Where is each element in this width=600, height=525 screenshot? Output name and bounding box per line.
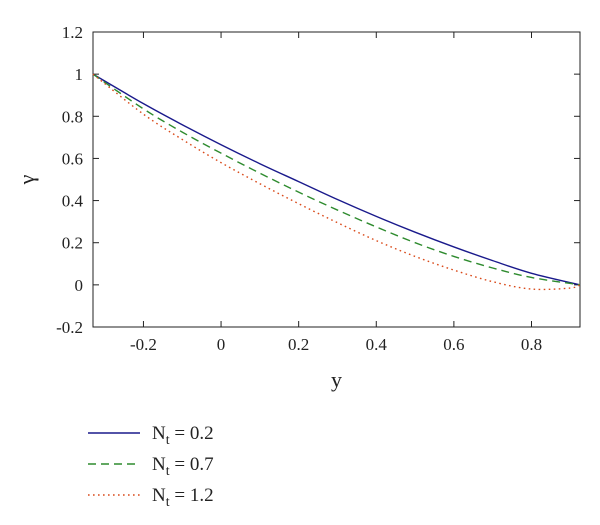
y-tick-label: 1.2 [62, 23, 83, 42]
x-tick-label: 0.2 [288, 335, 309, 354]
y-tick-label: 0 [75, 276, 84, 295]
plot-frame [92, 31, 581, 328]
y-tick-label: -0.2 [56, 318, 83, 337]
x-axis-label: y [331, 367, 342, 392]
ticks: -0.2 0 0.2 0.4 0.6 0.8 -0.2 0 0.2 0.4 0.6 0.8 1 1.2 [56, 23, 580, 354]
x-tick-label: 0.4 [366, 335, 388, 354]
series-line-1 [92, 73, 581, 286]
y-tick-label: 0.2 [62, 234, 83, 253]
x-tick-label: 0.6 [443, 335, 464, 354]
series-group [92, 73, 581, 291]
legend-entry-3: Nt = 1.2 [152, 485, 214, 510]
series-line-2 [92, 73, 581, 286]
legend-entry-2: Nt = 0.7 [152, 454, 214, 479]
legend: Nt = 0.2 Nt = 0.7 Nt = 1.2 [88, 423, 214, 510]
y-tick-label: 0.4 [62, 192, 84, 211]
y-axis-label: γ [14, 174, 39, 185]
x-tick-label: 0 [217, 335, 226, 354]
x-tick-label: -0.2 [130, 335, 157, 354]
y-tick-label: 1 [75, 65, 84, 84]
y-tick-label: 0.8 [62, 107, 83, 126]
x-tick-label: 0.8 [521, 335, 542, 354]
series-line-3 [92, 73, 581, 291]
legend-entry-1: Nt = 0.2 [152, 423, 214, 448]
y-tick-label: 0.6 [62, 149, 83, 168]
